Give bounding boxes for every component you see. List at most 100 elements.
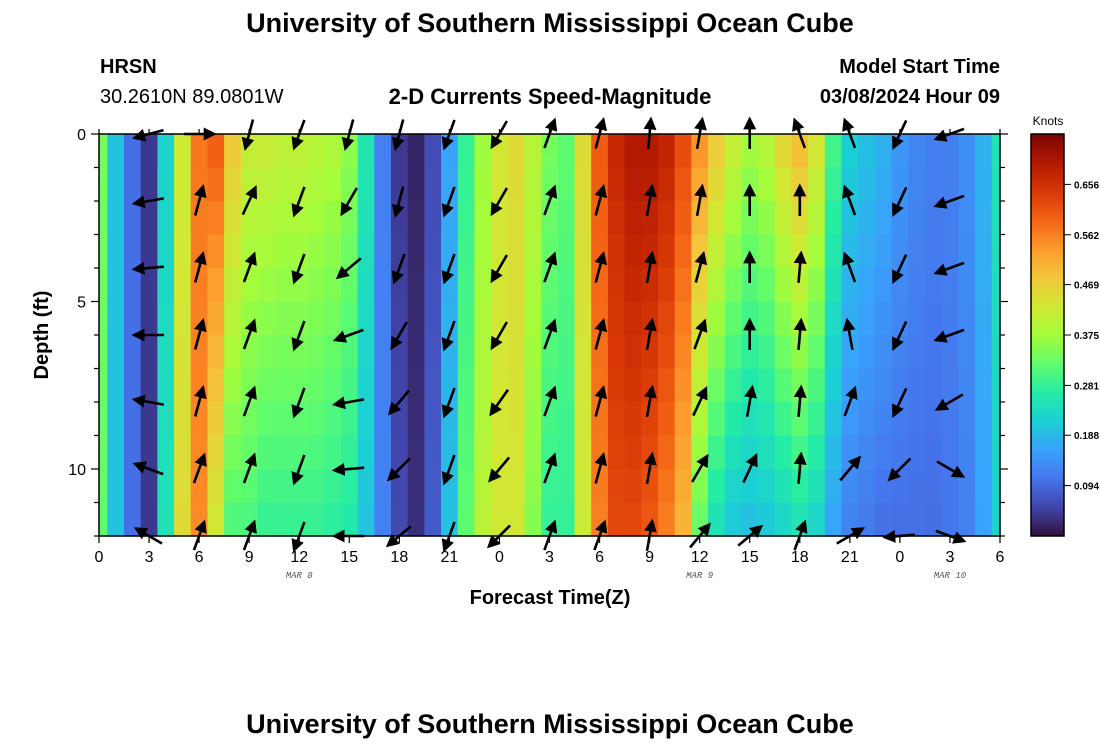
heatmap-cell xyxy=(240,335,259,370)
heatmap-cell xyxy=(107,201,125,236)
heatmap-cell xyxy=(657,301,676,336)
heatmap-cell xyxy=(974,201,993,236)
heatmap-cell xyxy=(124,435,142,470)
heatmap-cell xyxy=(808,435,826,470)
heatmap-cell xyxy=(908,301,926,336)
heatmap-cell xyxy=(491,502,509,537)
current-vector-arrow xyxy=(744,384,757,418)
heatmap-cell xyxy=(340,368,359,403)
heatmap-cell xyxy=(674,335,692,370)
heatmap-cell xyxy=(808,201,826,236)
heatmap-cell xyxy=(424,167,442,202)
heatmap-cell xyxy=(724,234,742,269)
heatmap-cell xyxy=(390,234,409,269)
heatmap-cell xyxy=(758,502,776,537)
heatmap-cell xyxy=(507,435,526,470)
heatmap-cell xyxy=(524,335,542,370)
current-vector-arrow xyxy=(131,394,165,408)
heatmap-cell xyxy=(774,402,793,437)
heatmap-cell xyxy=(641,201,659,236)
heatmap-cell xyxy=(724,201,742,236)
heatmap-cell xyxy=(357,301,375,336)
main-title: University of Southern Mississippi Ocean… xyxy=(246,8,854,38)
heatmap-cell xyxy=(724,435,742,470)
heatmap-cell xyxy=(99,402,108,437)
current-vector-arrow xyxy=(643,317,657,351)
heatmap-cell xyxy=(607,469,626,504)
heatmap-cell xyxy=(390,335,409,370)
heatmap-cell xyxy=(174,167,192,202)
current-vector-arrow xyxy=(193,317,207,350)
heatmap-cell xyxy=(340,469,359,504)
heatmap-cell xyxy=(541,469,559,504)
heatmap-cell xyxy=(524,234,542,269)
heatmap-cell xyxy=(607,502,626,537)
heatmap-cell xyxy=(240,268,259,303)
heatmap-cell xyxy=(891,134,909,169)
heatmap-cell xyxy=(958,335,976,370)
x-tick-label: 0 xyxy=(95,549,104,566)
current-vector-arrow xyxy=(488,456,511,483)
heatmap-cell xyxy=(140,335,158,370)
heatmap-cell xyxy=(808,167,826,202)
heatmap-cell xyxy=(991,201,1001,236)
current-vector-arrow xyxy=(192,452,207,484)
heatmap-cell xyxy=(641,268,659,303)
heatmap-cell xyxy=(891,335,909,370)
heatmap-cell xyxy=(524,469,542,504)
heatmap-cell xyxy=(657,435,676,470)
heatmap-cell xyxy=(290,469,309,504)
heatmap-cell xyxy=(974,301,993,336)
heatmap-cell xyxy=(140,167,158,202)
current-vector-arrow xyxy=(892,387,908,418)
heatmap-cell xyxy=(824,402,843,437)
heatmap-cell xyxy=(574,502,592,537)
heatmap-cell xyxy=(107,167,125,202)
heatmap-cell xyxy=(374,201,392,236)
heatmap-cell xyxy=(224,201,242,236)
heatmap-cell xyxy=(157,234,175,269)
heatmap-cell xyxy=(390,167,409,202)
heatmap-cell xyxy=(99,435,108,470)
current-vector-arrow xyxy=(390,321,408,351)
heatmap-cell xyxy=(858,268,876,303)
current-vectors xyxy=(131,116,967,553)
heatmap-cell xyxy=(891,234,909,269)
heatmap-cell xyxy=(924,301,943,336)
heatmap-cell xyxy=(374,301,392,336)
heatmap-cell xyxy=(157,402,175,437)
heatmap-cell xyxy=(324,167,342,202)
heatmap-cell xyxy=(774,134,793,169)
heatmap-cell xyxy=(557,502,576,537)
heatmap-cell xyxy=(107,335,125,370)
current-vector-arrow xyxy=(793,451,807,485)
current-vector-arrow xyxy=(131,195,165,209)
heatmap-cell xyxy=(357,402,375,437)
heatmap-cell xyxy=(958,402,976,437)
heatmap-cell xyxy=(157,201,175,236)
x-tick-label: 21 xyxy=(841,549,859,566)
heatmap-cell xyxy=(324,234,342,269)
current-vector-arrow xyxy=(291,387,306,419)
heatmap-cell xyxy=(290,335,309,370)
heatmap-cell xyxy=(908,502,926,537)
heatmap-cell xyxy=(407,435,425,470)
x-tick-label: 15 xyxy=(741,549,759,566)
heatmap-cell xyxy=(307,167,325,202)
heatmap-cell xyxy=(858,134,876,169)
heatmap-cell xyxy=(140,368,158,403)
heatmap-cell xyxy=(207,268,225,303)
heatmap-cell xyxy=(340,301,359,336)
heatmap-cell xyxy=(324,402,342,437)
heatmap-cell xyxy=(557,335,576,370)
heatmap-cell xyxy=(124,469,142,504)
speed-heatmap xyxy=(99,134,1001,537)
x-tick-label: 3 xyxy=(545,549,554,566)
heatmap-cell xyxy=(340,502,359,537)
heatmap-cell xyxy=(774,234,793,269)
heatmap-cell xyxy=(207,301,225,336)
heatmap-cell xyxy=(424,335,442,370)
heatmap-cell xyxy=(941,268,959,303)
heatmap-cell xyxy=(591,402,609,437)
heatmap-cell xyxy=(374,335,392,370)
